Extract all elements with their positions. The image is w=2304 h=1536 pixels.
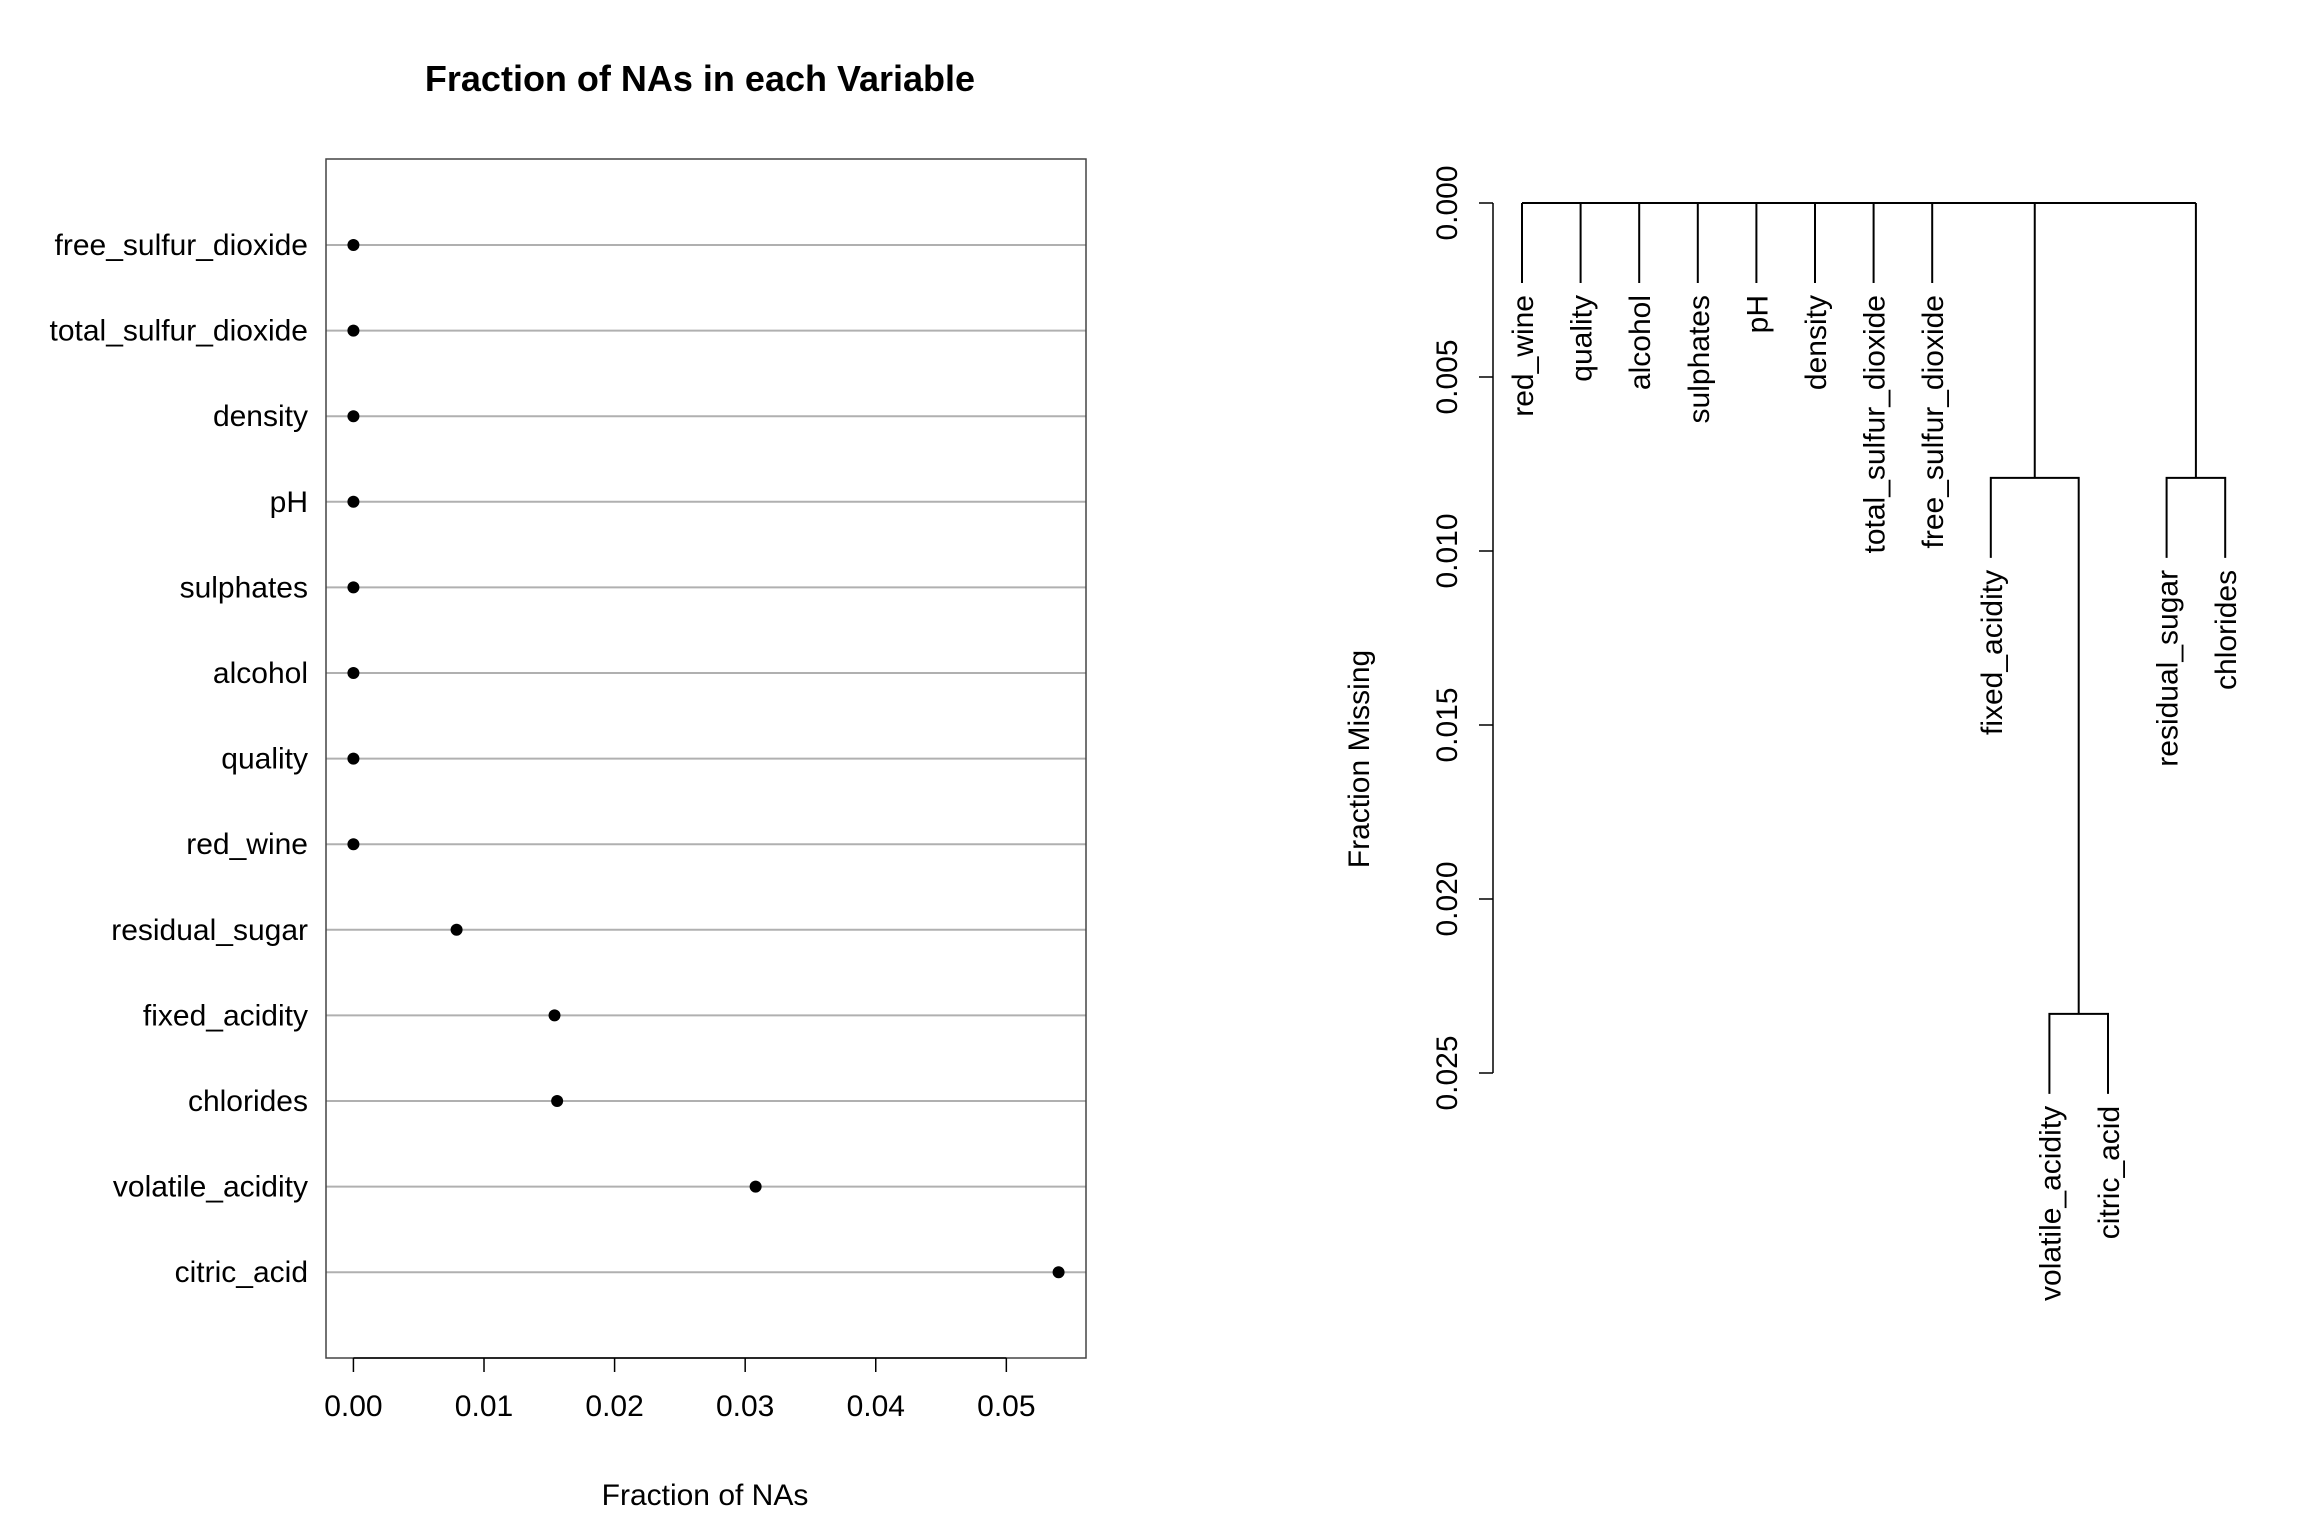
point-quality [347, 752, 360, 765]
leaf-label-density: density [1800, 295, 1833, 390]
leaf-label-alcohol: alcohol [1624, 295, 1657, 390]
dotplot-panel: Fraction of NAs in each Variable free_su… [49, 58, 1087, 1512]
y-tick-label-3: 0.015 [1431, 687, 1464, 762]
leaf-label-quality: quality [1566, 295, 1599, 382]
point-volatile_acidity [749, 1180, 762, 1193]
point-chlorides [551, 1095, 564, 1107]
link-volatile-citric [2048, 1012, 2109, 1094]
dotplot-points [347, 239, 1065, 1279]
x-tick-label-1: 0.01 [455, 1390, 513, 1423]
point-free_sulfur_dioxide [347, 239, 360, 251]
category-label-volatile_acidity: volatile_acidity [113, 1171, 308, 1204]
category-label-sulphates: sulphates [180, 571, 308, 604]
x-tick-label-4: 0.04 [847, 1390, 905, 1423]
dotplot-x-axis: 0.00 0.01 0.02 0.03 0.04 0.05 [324, 1357, 1036, 1423]
dotplot-x-axis-label: Fraction of NAs [602, 1479, 809, 1512]
y-tick-label-1: 0.005 [1431, 339, 1464, 414]
point-density [347, 410, 360, 423]
dendrogram-y-axis: 0.000 0.005 0.010 0.015 0.020 0.025 [1431, 165, 1494, 1111]
category-label-free_sulfur_dioxide: free_sulfur_dioxide [55, 229, 309, 262]
leaf-label-fixed_acidity: fixed_acidity [1976, 570, 2009, 735]
x-tick-label-3: 0.03 [716, 1390, 774, 1423]
x-tick-label-2: 0.02 [585, 1390, 643, 1423]
category-label-red_wine: red_wine [186, 828, 308, 861]
category-label-alcohol: alcohol [213, 657, 308, 690]
point-residual_sugar [450, 923, 463, 936]
category-label-pH: pH [270, 486, 308, 519]
leaf-label-chlorides: chlorides [2210, 570, 2243, 690]
x-tick-label-5: 0.05 [977, 1390, 1035, 1423]
point-citric_acid [1052, 1266, 1065, 1279]
dendrogram-y-axis-label: Fraction Missing [1343, 650, 1376, 868]
category-label-quality: quality [221, 743, 308, 776]
leaf-label-citric_acid: citric_acid [2093, 1106, 2126, 1239]
dendrogram-links [1521, 202, 2227, 1094]
leaf-label-sulphates: sulphates [1683, 295, 1716, 423]
category-label-citric_acid: citric_acid [175, 1256, 308, 1289]
link-fixed-cluster [1989, 476, 2080, 1014]
point-sulphates [347, 581, 360, 594]
leaf-label-free_sulfur_dioxide: free_sulfur_dioxide [1917, 295, 1950, 549]
leaf-label-red_wine: red_wine [1507, 295, 1540, 417]
y-tick-label-2: 0.010 [1431, 513, 1464, 588]
dotplot-title: Fraction of NAs in each Variable [425, 58, 975, 99]
y-tick-label-4: 0.020 [1431, 861, 1464, 936]
point-alcohol [347, 667, 360, 679]
point-total_sulfur_dioxide [347, 324, 360, 337]
category-label-density: density [213, 400, 308, 433]
y-tick-label-5: 0.025 [1431, 1035, 1464, 1110]
leaf-label-residual_sugar: residual_sugar [2152, 570, 2185, 767]
y-tick-label-0: 0.000 [1431, 165, 1464, 240]
point-fixed_acidity [548, 1009, 561, 1022]
category-label-total_sulfur_dioxide: total_sulfur_dioxide [49, 315, 308, 348]
category-label-residual_sugar: residual_sugar [111, 914, 308, 947]
dotplot-reference-lines [326, 244, 1086, 1274]
leaf-label-total_sulfur_dioxide: total_sulfur_dioxide [1859, 295, 1892, 554]
dendrogram-panel: 0.000 0.005 0.010 0.015 0.020 0.025 Fraction … [1343, 165, 2243, 1300]
leaf-label-volatile_acidity: volatile_acidity [2034, 1106, 2067, 1301]
leaf-label-pH: pH [1741, 295, 1774, 333]
x-tick-label-0: 0.00 [324, 1390, 382, 1423]
category-label-fixed_acidity: fixed_acidity [143, 999, 308, 1032]
point-red_wine [347, 838, 360, 851]
dotplot-category-labels: free_sulfur_dioxide total_sulfur_dioxided… [49, 229, 308, 1289]
link-residual-chlorides [2165, 476, 2227, 558]
dendrogram-leaf-labels: red_wine quality alcohol sulphates pH density… [1507, 295, 2243, 1301]
point-pH [347, 495, 360, 508]
category-label-chlorides: chlorides [188, 1085, 308, 1118]
